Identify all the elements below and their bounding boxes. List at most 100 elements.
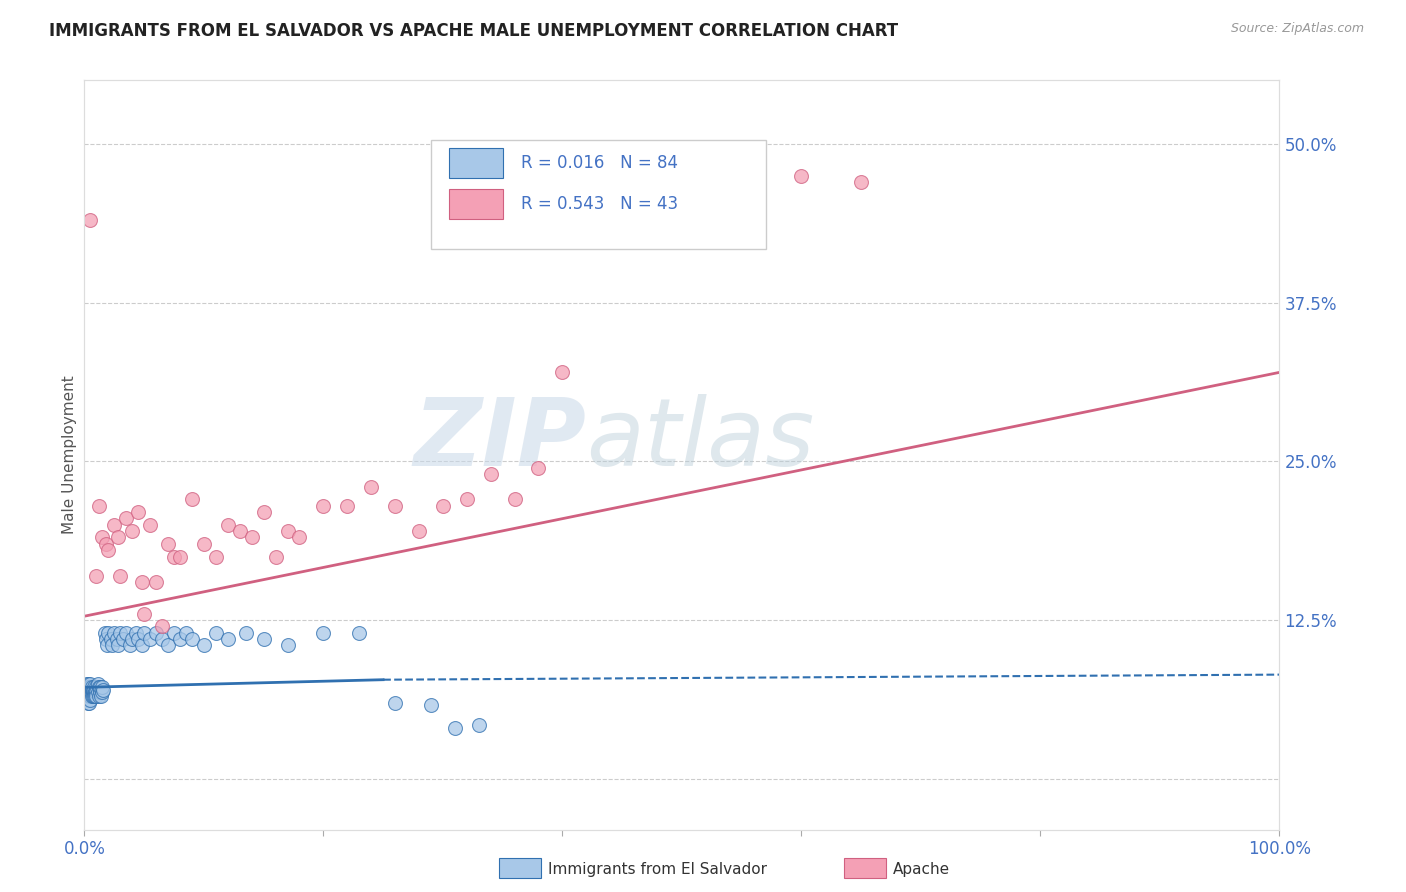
Point [77, 696, 100, 710]
Point [217, 632, 239, 646]
Point [82, 685, 104, 699]
Point [97, 543, 120, 558]
Text: IMMIGRANTS FROM EL SALVADOR VS APACHE MALE UNEMPLOYMENT CORRELATION CHART: IMMIGRANTS FROM EL SALVADOR VS APACHE MA… [49, 22, 898, 40]
Point [384, 499, 406, 513]
Point [253, 632, 276, 646]
Point [157, 639, 180, 653]
Y-axis label: Male Unemployment: Male Unemployment [62, 376, 77, 534]
Point [86, 568, 108, 582]
Point [79, 693, 101, 707]
Point [408, 524, 430, 538]
Point [94, 632, 117, 646]
Point [110, 568, 132, 582]
Text: R = 0.543   N = 43: R = 0.543 N = 43 [520, 195, 678, 213]
Text: ZIP: ZIP [413, 394, 586, 486]
Text: Immigrants from El Salvador: Immigrants from El Salvador [548, 863, 768, 877]
Point [360, 480, 382, 494]
Point [118, 639, 141, 653]
Point [77, 685, 100, 699]
Point [77, 696, 100, 710]
Point [235, 625, 257, 640]
Point [163, 549, 186, 564]
Point [107, 531, 129, 545]
Point [80, 681, 103, 695]
Point [193, 537, 215, 551]
Point [77, 690, 100, 704]
Point [83, 685, 105, 699]
Point [336, 499, 359, 513]
Point [90, 690, 112, 704]
Point [384, 696, 406, 710]
Point [456, 492, 478, 507]
Point [468, 718, 491, 732]
Point [80, 685, 103, 699]
Point [93, 682, 115, 697]
Point [77, 681, 100, 695]
Point [83, 681, 105, 695]
Point [76, 682, 98, 697]
Point [229, 524, 252, 538]
Point [87, 681, 110, 695]
Point [157, 537, 180, 551]
Point [479, 467, 502, 481]
Point [86, 690, 108, 704]
Point [77, 676, 100, 690]
Point [527, 460, 550, 475]
Point [86, 681, 108, 695]
Point [145, 574, 167, 589]
Point [217, 517, 239, 532]
Point [91, 531, 114, 545]
Point [82, 690, 104, 704]
Point [89, 685, 111, 699]
Point [103, 625, 125, 640]
Point [131, 574, 153, 589]
Point [83, 690, 105, 704]
Point [79, 685, 101, 699]
Point [444, 721, 467, 735]
Point [181, 492, 204, 507]
Point [264, 549, 287, 564]
Point [139, 517, 162, 532]
Point [240, 531, 263, 545]
Text: R = 0.016   N = 84: R = 0.016 N = 84 [520, 153, 678, 171]
Point [312, 625, 335, 640]
Point [125, 625, 148, 640]
Point [790, 169, 813, 183]
Point [75, 685, 97, 699]
Point [77, 685, 100, 699]
Point [84, 685, 107, 699]
Point [503, 492, 526, 507]
Point [75, 681, 97, 695]
Point [101, 639, 124, 653]
Point [193, 639, 215, 653]
Point [127, 505, 149, 519]
Point [79, 690, 101, 704]
FancyBboxPatch shape [449, 189, 503, 219]
Point [80, 690, 103, 704]
Point [121, 632, 143, 646]
Point [131, 639, 153, 653]
Point [94, 537, 117, 551]
Point [76, 693, 98, 707]
Point [76, 676, 98, 690]
Text: Source: ZipAtlas.com: Source: ZipAtlas.com [1230, 22, 1364, 36]
Point [277, 524, 299, 538]
Point [150, 632, 173, 646]
Point [77, 681, 100, 695]
Point [87, 499, 110, 513]
Point [851, 175, 873, 189]
Point [91, 685, 114, 699]
Point [253, 505, 276, 519]
Point [110, 625, 132, 640]
Point [76, 685, 98, 699]
Point [163, 625, 186, 640]
Point [139, 632, 162, 646]
Point [86, 685, 108, 699]
Point [93, 625, 115, 640]
Point [169, 632, 191, 646]
Point [87, 690, 110, 704]
FancyBboxPatch shape [449, 148, 503, 178]
Point [77, 690, 100, 704]
Point [96, 639, 118, 653]
Point [205, 625, 228, 640]
